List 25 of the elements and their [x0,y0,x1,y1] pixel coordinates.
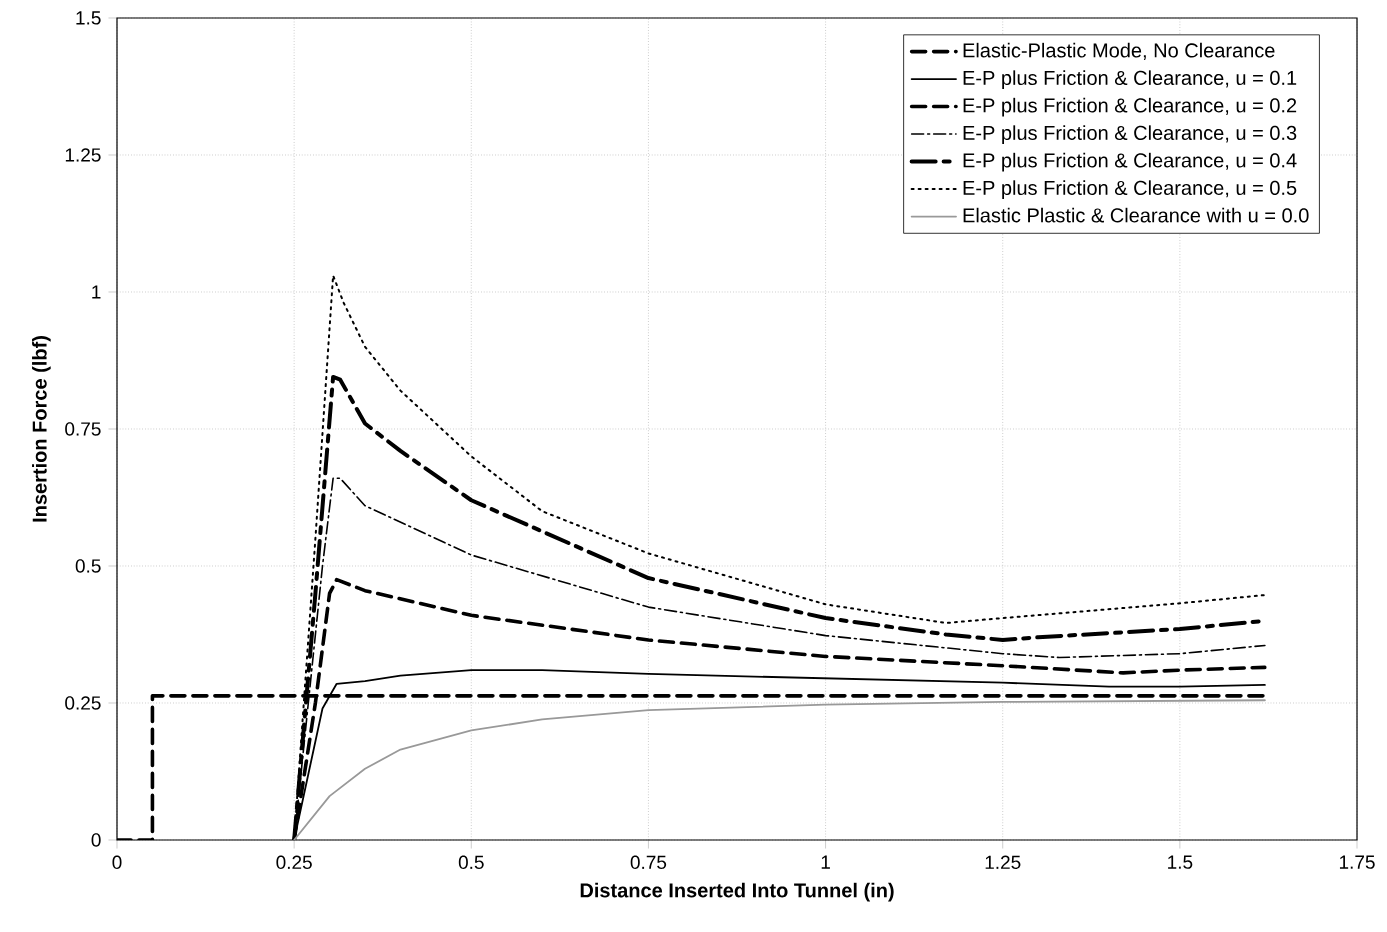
legend-label: E-P plus Friction & Clearance, u = 0.1 [963,70,1297,89]
legend-label: E-P plus Friction & Clearance, u = 0.3 [963,125,1297,144]
legend-label: Elastic Plastic & Clearance with u = 0.0 [963,207,1309,223]
legend-label: E-P plus Friction & Clearance, u = 0.5 [963,180,1297,199]
y-tick-label: 1 [92,285,101,299]
y-tick-label: 0.75 [65,422,101,436]
legend-label: Elastic-Plastic Mode, No Clearance [963,42,1275,60]
legend-label: E-P plus Friction & Clearance, u = 0.4 [963,152,1297,172]
x-tick-label: 0.25 [276,855,312,870]
x-tick-label: 1.5 [1168,855,1193,869]
y-tick-label: 0 [91,833,101,847]
y-tick-label: 0.5 [75,559,101,573]
x-tick-label: 1.25 [985,855,1021,870]
x-tick-label: 1.75 [1339,855,1375,869]
x-tick-label: 1 [821,855,830,869]
x-tick-label: 0 [112,855,122,870]
x-tick-label: 0.5 [458,855,484,870]
y-tick-label: 1.5 [76,11,101,25]
x-tick-label: 0.75 [630,855,667,870]
y-tick-label: 1.25 [65,148,101,162]
line-series [293,699,1266,840]
y-axis-title: Insertion Force (lbf) [32,336,51,522]
x-axis-title: Distance Inserted Into Tunnel (in) [580,882,894,902]
legend-label: E-P plus Friction & Clearance, u = 0.2 [963,97,1297,117]
y-tick-label: 0.25 [65,696,101,710]
